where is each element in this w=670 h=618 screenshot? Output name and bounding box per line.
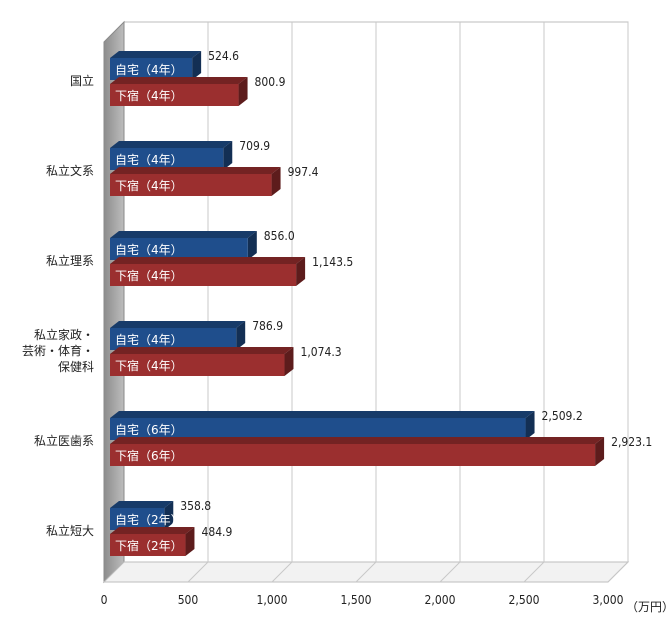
bar-home: 自宅（6年） 2,509.2 — [110, 409, 583, 440]
bar-value-label: 1,143.5 — [312, 255, 353, 269]
bar-front-face — [110, 58, 193, 80]
category-label: 私立家政・ — [34, 327, 94, 342]
gridline-floor — [523, 561, 545, 583]
x-tick-label: 2,000 — [425, 593, 456, 607]
gridline-floor — [187, 561, 209, 583]
bar-series-label: 自宅（4年） — [115, 62, 183, 77]
category-label: 私立医歯系 — [34, 433, 94, 448]
bar-value-label: 524.6 — [208, 49, 239, 63]
bar-value-label: 1,074.3 — [300, 345, 341, 359]
x-tick-label: 0 — [101, 593, 108, 607]
bar-series-label: 自宅（4年） — [115, 332, 183, 347]
bar-side-face — [238, 77, 248, 106]
gridline-floor — [271, 561, 293, 583]
bar-boarding: 下宿（2年） 484.9 — [110, 525, 232, 556]
bar-series-label: 下宿（4年） — [115, 178, 183, 193]
bar-side-face — [164, 501, 174, 530]
bar-value-label: 709.9 — [239, 139, 270, 153]
bar-top-face — [110, 141, 233, 148]
bar-side-face — [595, 437, 605, 466]
bar-value-label: 856.0 — [264, 229, 295, 243]
bar-top-face — [110, 77, 248, 84]
x-axis-ticks: 0 500 1,000 1,500 2,000 2,500 3,000 — [101, 593, 624, 607]
bar-top-face — [110, 167, 281, 174]
bar-series-label: 自宅（4年） — [115, 152, 183, 167]
bar-boarding: 下宿（4年） 1,074.3 — [110, 345, 342, 376]
x-tick-label: 1,500 — [341, 593, 372, 607]
bar-side-face — [223, 141, 233, 170]
bar-side-face — [247, 231, 257, 260]
bar-home: 自宅（4年） 786.9 — [110, 319, 283, 350]
bar-front-face — [110, 328, 237, 350]
bar-side-face — [236, 321, 246, 350]
bar-value-label: 997.4 — [288, 165, 319, 179]
bar-front-face — [110, 354, 285, 376]
bar-front-face — [110, 534, 186, 556]
bar-series-label: 自宅（4年） — [115, 242, 183, 257]
bar-side-face — [525, 411, 535, 440]
category-label: 保健科 — [58, 360, 94, 374]
unit-label: （万円） — [626, 600, 670, 614]
bar-top-face — [110, 347, 294, 354]
bar-top-face — [110, 411, 535, 418]
category-label: 私立文系 — [46, 163, 94, 178]
gridline-floor — [439, 561, 461, 583]
x-tick-label: 3,000 — [593, 593, 624, 607]
bar-series-label: 下宿（6年） — [115, 448, 183, 463]
bar-side-face — [192, 51, 202, 80]
bar-side-face — [284, 347, 294, 376]
category-label: 私立理系 — [46, 253, 94, 268]
bar-front-face — [110, 148, 224, 170]
bar-front-face — [110, 264, 297, 286]
bar-boarding: 下宿（4年） 800.9 — [110, 75, 286, 106]
bar-boarding: 下宿（4年） 1,143.5 — [110, 255, 353, 286]
bar-side-face — [271, 167, 281, 196]
bar-boarding: 下宿（6年） 2,923.1 — [110, 435, 652, 466]
bar-home: 自宅（4年） 709.9 — [110, 139, 270, 170]
bar-top-face — [110, 321, 246, 328]
bar-top-face — [110, 231, 257, 238]
bar-side-face — [185, 527, 195, 556]
bar-front-face — [110, 444, 596, 466]
bar-side-face — [296, 257, 306, 286]
gridlines — [187, 22, 629, 583]
bar-value-label: 786.9 — [252, 319, 283, 333]
bar-value-label: 2,923.1 — [611, 435, 652, 449]
bar-value-label: 2,509.2 — [542, 409, 583, 423]
bar-series-label: 下宿（4年） — [115, 358, 183, 373]
category-label: 芸術・体育・ — [22, 343, 94, 358]
bar-home: 自宅（4年） 856.0 — [110, 229, 295, 260]
bar-home: 自宅（4年） 524.6 — [110, 49, 239, 80]
category-label: 国立 — [70, 73, 94, 88]
bar-series-label: 下宿（4年） — [115, 268, 183, 283]
bar-top-face — [110, 501, 174, 508]
bar-series-label: 下宿（4年） — [115, 88, 183, 103]
bar-top-face — [110, 257, 306, 264]
bar-value-label: 484.9 — [201, 525, 232, 539]
gridline-floor — [607, 561, 629, 583]
x-tick-label: 1,000 — [257, 593, 288, 607]
bar-home: 自宅（2年）358.8 — [110, 499, 211, 530]
bar-top-face — [110, 437, 605, 444]
bar-front-face — [110, 418, 526, 440]
bar-series-label: 自宅（6年） — [115, 422, 183, 437]
bar-front-face — [110, 84, 239, 106]
bar-value-label: 800.9 — [255, 75, 286, 89]
bar-series-label: 自宅（2年） — [115, 512, 183, 527]
bar-top-face — [110, 527, 195, 534]
bar-front-face — [110, 508, 165, 530]
x-tick-label: 500 — [178, 593, 199, 607]
x-tick-label: 2,500 — [509, 593, 540, 607]
bar-series-label: 下宿（2年） — [115, 538, 183, 553]
bar-front-face — [110, 174, 272, 196]
gridline-floor — [355, 561, 377, 583]
bar-boarding: 下宿（4年） 997.4 — [110, 165, 319, 196]
bar-front-face — [110, 238, 248, 260]
bar-value-label: 358.8 — [180, 499, 211, 513]
bars: 自宅（4年） 524.6 下宿（4年） 800.9 自宅（4年） 709.9 下宿（4年） 9… — [110, 49, 652, 556]
category-label: 私立短大 — [46, 523, 94, 538]
bar-top-face — [110, 51, 202, 58]
